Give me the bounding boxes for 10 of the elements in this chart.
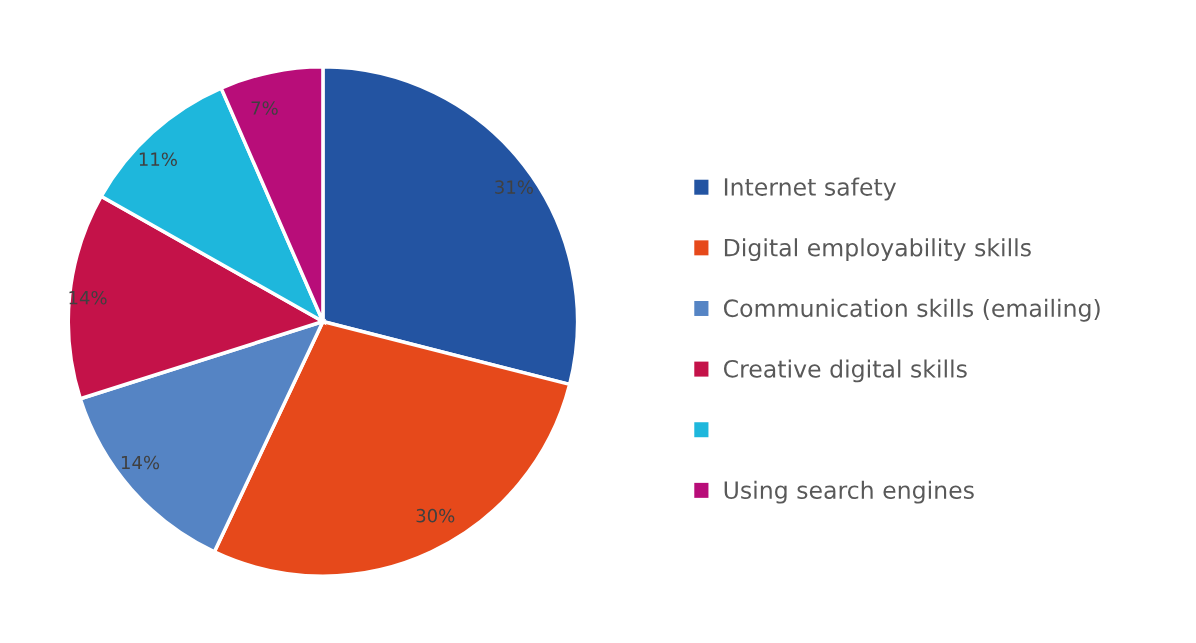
- data-label: 30%: [416, 508, 455, 523]
- data-label: 14%: [121, 455, 160, 470]
- legend-label: Communication skills (emailing): [723, 298, 1100, 322]
- legend-label: Digital employability skills: [724, 238, 1031, 262]
- legend-label: Creative digital skills: [723, 359, 967, 383]
- legend-label: Using search engines: [724, 480, 974, 504]
- data-label: 7%: [251, 101, 278, 115]
- data-label: 31%: [495, 180, 533, 194]
- legend-label: Internet safety: [724, 177, 897, 201]
- data-label: 11%: [139, 152, 177, 167]
